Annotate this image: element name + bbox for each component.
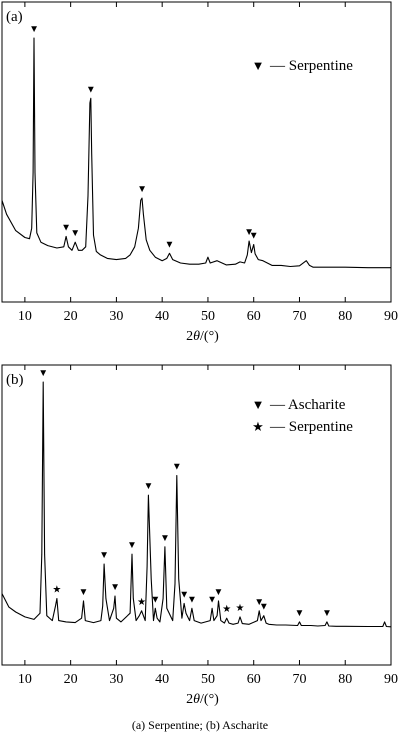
panel-b-legend-label: — Ascharite (269, 397, 346, 413)
panel-a-triangle-marker: ▼ (86, 84, 96, 95)
panel-a-series-line (1, 37, 391, 269)
panel-a-triangle-marker: ▼ (70, 228, 80, 239)
panel-a-triangle-marker: ▼ (165, 239, 175, 250)
panel-a-x-tick-label: 90 (384, 309, 398, 324)
panel-b-x-axis-label: 2θ/(°) (186, 692, 219, 707)
panel-b-triangle-marker: ▼ (322, 608, 332, 619)
panel-b-triangle-marker: ▼ (127, 540, 137, 551)
panel-b-triangle-marker: ▼ (143, 481, 153, 492)
panel-b-legend-marker: ★ (252, 419, 264, 434)
panel-b-triangle-marker: ▼ (160, 533, 170, 544)
panel-b-triangle-marker: ▼ (259, 602, 269, 613)
panel-b-x-tick-label: 90 (384, 672, 398, 687)
panel-b-x-tick-label: 20 (64, 672, 78, 687)
panel-b-triangle-marker: ▼ (38, 368, 48, 379)
panel-a-triangle-marker: ▼ (29, 24, 39, 35)
panel-a-triangle-marker: ▼ (244, 227, 254, 238)
panel-b-x-tick-label: 50 (201, 672, 215, 687)
panel-b-triangle-marker: ▼ (214, 587, 224, 598)
panel-a-triangle-marker: ▼ (61, 222, 71, 233)
panel-b-star-marker: ★ (235, 603, 244, 614)
panel-b-x-tick-label: 60 (247, 672, 261, 687)
panel-a-x-axis-label: 2θ/(°) (186, 329, 219, 344)
panel-b-legend-marker: ▼ (252, 397, 265, 412)
panel-b-x-tick-label: 80 (338, 672, 352, 687)
panel-b-x-tick-label: 40 (155, 672, 169, 687)
panel-a-x-tick-label: 10 (18, 309, 32, 324)
panel-a-legend-marker: ▼ (252, 58, 265, 73)
panel-a-x-tick-label: 70 (292, 309, 306, 324)
panel-b-triangle-marker: ▼ (207, 594, 217, 605)
panel-b-star-marker: ★ (137, 597, 146, 608)
panel-a-frame (1, 1, 392, 303)
panel-b-x-tick-label: 10 (18, 672, 32, 687)
panel-b-label: (b) (6, 372, 24, 388)
panel-b-x-tick-label: 70 (292, 672, 306, 687)
panel-b-triangle-marker: ▼ (187, 594, 197, 605)
panel-a-label: (a) (6, 9, 23, 25)
panel-a-triangle-marker: ▼ (137, 184, 147, 195)
panel-b-star-marker: ★ (222, 604, 231, 615)
panel-b-triangle-marker: ▼ (99, 550, 109, 561)
panel-b-triangle-marker: ▼ (110, 582, 120, 593)
panel-a-x-tick-label: 50 (201, 309, 215, 324)
panel-a-x-tick-label: 30 (109, 309, 123, 324)
panel-b-frame (1, 364, 392, 666)
panel-b-triangle-marker: ▼ (172, 461, 182, 472)
panel-a-x-tick-label: 80 (338, 309, 352, 324)
panel-a-x-tick-label: 40 (155, 309, 169, 324)
panel-b-triangle-marker: ▼ (295, 608, 305, 619)
panel-a-x-tick-label: 20 (64, 309, 78, 324)
figure-caption: (a) Serpentine; (b) Ascharite (131, 718, 269, 732)
panel-b-triangle-marker: ▼ (150, 594, 160, 605)
panel-a-triangle-marker: ▼ (249, 230, 259, 241)
panel-b-star-marker: ★ (52, 584, 61, 595)
panel-a-legend-label: — Serpentine (269, 58, 353, 74)
panel-b-x-tick-label: 30 (109, 672, 123, 687)
panel-b-triangle-marker: ▼ (79, 587, 89, 598)
panel-b-series-line (1, 381, 392, 628)
panel-b-triangle-marker: ▼ (254, 597, 264, 608)
panel-b-triangle-marker: ▼ (179, 589, 189, 600)
panel-b-legend-label: — Serpentine (269, 419, 353, 435)
panel-a-x-tick-label: 60 (247, 309, 261, 324)
